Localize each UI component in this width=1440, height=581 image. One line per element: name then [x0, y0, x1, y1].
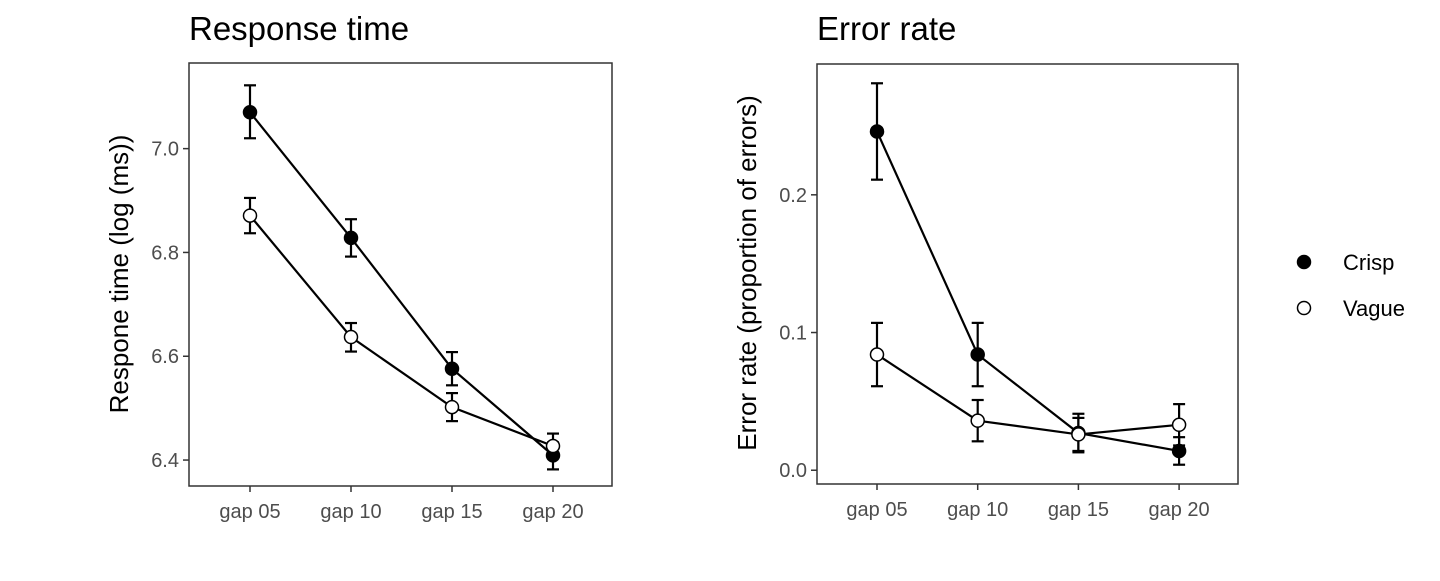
x-tick-label: gap 15 — [1048, 499, 1109, 521]
x-tick-label: gap 20 — [1149, 499, 1210, 521]
y-tick-label: 6.8 — [151, 242, 179, 264]
plot-marks — [242, 84, 561, 471]
y-axis-label: Error rate (proportion of errors) — [732, 95, 762, 450]
data-point-vague — [242, 208, 258, 223]
data-point-vague — [1171, 417, 1187, 433]
legend-key-crisp — [1296, 254, 1312, 270]
y-tick-label: 0.0 — [779, 460, 807, 482]
legend-label-crisp: Crisp — [1343, 250, 1394, 275]
plot-border — [816, 63, 1239, 485]
axis-ticks: 6.4 6.6 6.8 7.0 gap 05 gap 10 gap 15 gap 20 — [151, 139, 583, 523]
x-tick-label: gap 20 — [522, 501, 583, 523]
data-point-vague — [1071, 427, 1086, 442]
data-point-crisp — [970, 347, 985, 362]
data-point-crisp — [869, 124, 885, 139]
y-tick-label: 0.2 — [779, 185, 807, 207]
series-line-vague — [249, 214, 554, 448]
data-point-vague — [545, 438, 561, 454]
legend-label-vague: Vague — [1343, 296, 1405, 321]
data-point-crisp — [242, 105, 258, 120]
y-tick-label: 7.0 — [151, 139, 179, 161]
data-point-vague — [869, 347, 885, 362]
x-tick-label: gap 05 — [219, 501, 280, 523]
data-point-crisp — [444, 361, 460, 376]
chart-title: Response time — [189, 10, 409, 47]
series-line-vague — [876, 353, 1180, 436]
y-tick-label: 6.6 — [151, 346, 179, 368]
data-point-vague — [444, 399, 460, 415]
plot-marks — [869, 82, 1187, 466]
axis-ticks: 0.0 0.1 0.2 gap 05 gap 10 gap 15 gap 20 — [779, 185, 1209, 521]
data-point-vague — [343, 329, 359, 345]
y-tick-label: 0.1 — [779, 323, 807, 345]
data-point-crisp — [343, 230, 359, 246]
x-tick-label: gap 15 — [421, 501, 482, 523]
data-point-crisp — [1171, 443, 1187, 459]
series-line-crisp — [249, 111, 554, 457]
data-point-vague — [970, 413, 985, 428]
y-axis-label: Respone time (log (ms)) — [104, 135, 134, 414]
plot-border — [188, 62, 613, 487]
legend: Crisp Vague — [1296, 250, 1405, 321]
x-tick-label: gap 10 — [320, 501, 381, 523]
legend-key-vague — [1296, 300, 1312, 316]
error-rate-panel: Error rate Error rate (proportion of err… — [732, 10, 1239, 521]
chart-title: Error rate — [817, 10, 956, 47]
response-time-panel: Response time Respone time (log (ms)) 6.… — [104, 10, 613, 523]
series-line-crisp — [875, 131, 1180, 453]
x-tick-label: gap 10 — [947, 499, 1008, 521]
y-tick-label: 6.4 — [151, 450, 179, 472]
x-tick-label: gap 05 — [846, 499, 907, 521]
